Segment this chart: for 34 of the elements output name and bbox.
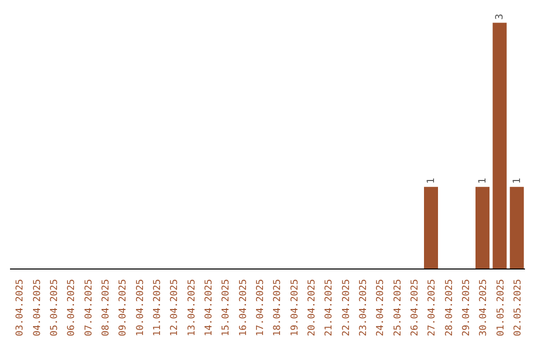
x-tick-label: 02.05.2025 xyxy=(512,279,524,336)
x-tick-label: 22.04.2025 xyxy=(340,279,352,336)
x-tick-label: 03.04.2025 xyxy=(14,279,26,336)
x-tick-label: 16.04.2025 xyxy=(238,279,249,336)
x-tick-label: 17.04.2025 xyxy=(254,279,266,336)
x-tick-label: 13.04.2025 xyxy=(186,279,198,336)
x-tick-label: 15.04.2025 xyxy=(220,279,232,336)
x-tick-label: 20.04.2025 xyxy=(306,279,318,336)
x-tick-label: 19.04.2025 xyxy=(289,279,300,336)
x-tick-label: 08.04.2025 xyxy=(100,279,112,336)
x-tick-label: 21.04.2025 xyxy=(324,279,335,336)
x-tick-label: 24.04.2025 xyxy=(375,279,386,336)
x-tick-label: 14.04.2025 xyxy=(203,279,214,336)
x-tick-label: 12.04.2025 xyxy=(169,279,180,336)
data-label: 1 xyxy=(426,178,437,184)
x-tick-label: 23.04.2025 xyxy=(358,279,369,336)
x-tick-label: 28.04.2025 xyxy=(444,279,455,336)
x-tick-label: 10.04.2025 xyxy=(134,279,146,336)
x-tick-label: 18.04.2025 xyxy=(272,279,284,336)
x-tick-label: 05.04.2025 xyxy=(48,279,60,336)
x-tick-label: 07.04.2025 xyxy=(83,279,94,336)
x-tick-label: 26.04.2025 xyxy=(409,279,420,336)
x-tick-label: 27.04.2025 xyxy=(426,279,438,336)
x-tick-label: 30.04.2025 xyxy=(478,279,490,336)
data-label: 3 xyxy=(494,14,506,20)
x-tick-label: 04.04.2025 xyxy=(32,279,43,336)
x-tick-label: 01.05.2025 xyxy=(495,279,506,336)
data-label: 1 xyxy=(512,178,523,184)
x-tick-label: 29.04.2025 xyxy=(460,279,472,336)
data-label: 1 xyxy=(478,178,488,184)
x-tick-label: 09.04.2025 xyxy=(118,279,129,336)
x-tick-label: 25.04.2025 xyxy=(392,279,404,336)
x-tick-label: 11.04.2025 xyxy=(152,279,163,336)
x-tick-label: 06.04.2025 xyxy=(66,279,78,336)
